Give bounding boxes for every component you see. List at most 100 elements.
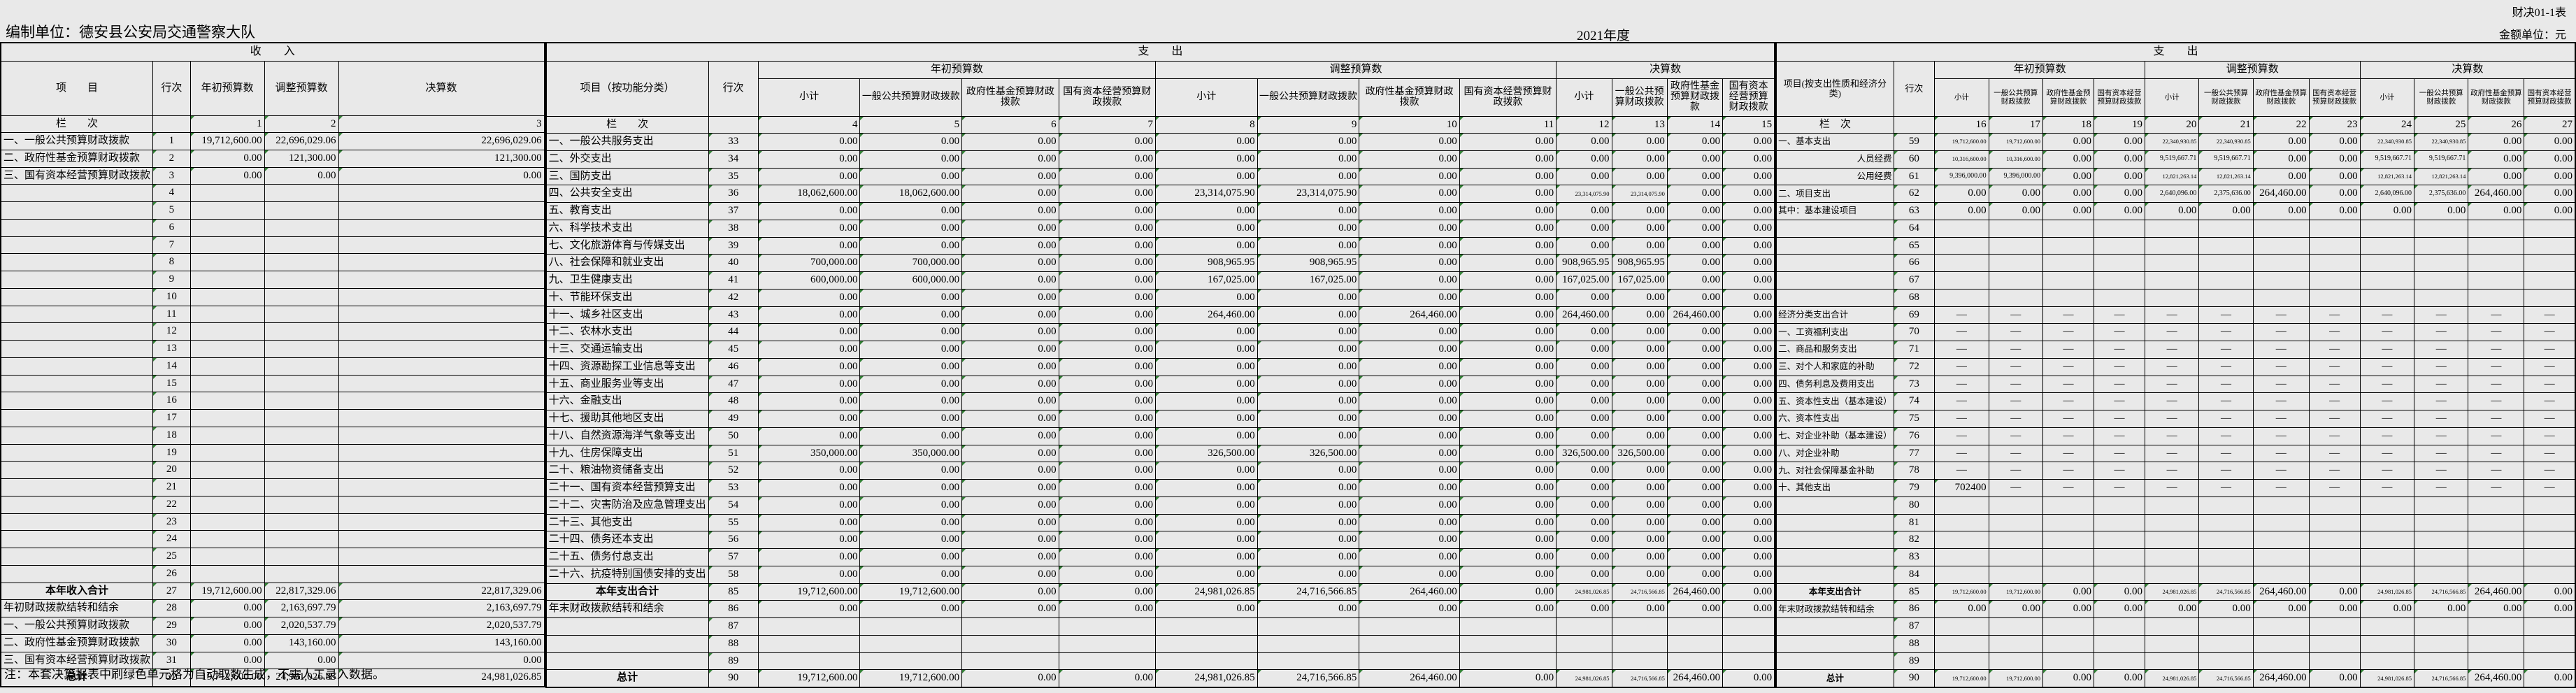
value-cell[interactable]: 0.00 (859, 202, 963, 220)
value-cell[interactable]: 0.00 (1459, 202, 1557, 220)
value-cell[interactable]: 2,020,537.79 (338, 617, 545, 635)
value-cell[interactable]: 0.00 (1611, 357, 1668, 376)
value-cell[interactable] (2468, 513, 2525, 532)
value-cell[interactable] (1934, 496, 1989, 515)
value-cell[interactable]: 0.00 (1666, 462, 1724, 480)
value-cell[interactable]: 0.00 (2042, 600, 2094, 618)
value-cell[interactable] (1988, 652, 2044, 671)
value-cell[interactable]: — (1988, 479, 2044, 497)
value-cell[interactable] (2144, 271, 2200, 290)
value-cell[interactable]: 0.00 (1359, 392, 1460, 410)
value-cell[interactable] (2308, 271, 2361, 290)
value-cell[interactable] (2198, 634, 2254, 653)
row-label[interactable]: 二十一、国有资本经营预算支出 (545, 479, 709, 497)
value-cell[interactable]: 0.00 (961, 548, 1059, 566)
value-cell[interactable]: 22,696,029.06 (338, 132, 545, 150)
value-cell[interactable]: 0.00 (1359, 496, 1460, 515)
value-cell[interactable]: 0.00 (1154, 375, 1258, 394)
value-cell[interactable]: — (2468, 444, 2525, 463)
value-cell[interactable] (2524, 288, 2576, 307)
header-subcol[interactable]: 一般公共预算财政拨款 (1257, 78, 1360, 117)
value-cell[interactable]: — (2198, 444, 2254, 463)
value-cell[interactable]: — (2414, 357, 2469, 376)
row-label[interactable]: 六、科学技术支出 (545, 219, 709, 238)
value-cell[interactable]: 0.00 (757, 306, 861, 324)
value-cell[interactable]: 0.00 (1722, 427, 1775, 445)
row-number[interactable]: 49 (708, 410, 759, 428)
value-cell[interactable] (2144, 565, 2200, 584)
value-cell[interactable]: 24,716,566.85 (1611, 669, 1668, 688)
row-number[interactable]: 1 (152, 132, 191, 150)
value-cell[interactable] (189, 287, 265, 306)
value-cell[interactable]: 0.00 (1722, 254, 1775, 272)
value-cell[interactable]: 0.00 (1666, 410, 1724, 428)
row-number[interactable]: 8 (152, 253, 191, 271)
value-cell[interactable]: — (2359, 375, 2415, 394)
value-cell[interactable]: 0.00 (1359, 167, 1460, 186)
value-cell[interactable]: — (2308, 392, 2361, 410)
value-cell[interactable]: 0.00 (1058, 306, 1156, 324)
row-label[interactable] (0, 201, 154, 220)
value-cell[interactable]: 0.00 (1154, 341, 1258, 359)
value-cell[interactable]: 24,716,566.85 (2414, 669, 2469, 688)
value-cell[interactable]: — (2042, 444, 2094, 463)
value-cell[interactable]: 0.00 (1611, 375, 1668, 394)
value-cell[interactable] (2468, 236, 2525, 255)
value-cell[interactable]: 0.00 (1556, 548, 1612, 566)
value-cell[interactable]: — (2414, 427, 2469, 445)
value-cell[interactable]: — (2093, 341, 2145, 359)
value-cell[interactable]: 0.00 (1154, 202, 1258, 220)
row-label[interactable]: 一、工资福利支出 (1775, 323, 1894, 341)
value-cell[interactable]: 0.00 (1058, 288, 1156, 307)
value-cell[interactable]: 0.00 (757, 150, 861, 169)
value-cell[interactable]: 24,981,026.85 (338, 669, 545, 687)
value-cell[interactable]: 0.00 (1556, 236, 1612, 255)
value-cell[interactable] (2144, 496, 2200, 515)
value-cell[interactable] (1154, 617, 1258, 636)
value-cell[interactable]: 0.00 (1154, 410, 1258, 428)
value-cell[interactable]: 0.00 (961, 444, 1059, 463)
value-cell[interactable]: 0.00 (961, 219, 1059, 238)
row-number[interactable]: 73 (1893, 375, 1935, 394)
row-number[interactable]: 77 (1893, 444, 1935, 463)
value-cell[interactable]: 0.00 (961, 271, 1059, 290)
value-cell[interactable] (2144, 288, 2200, 307)
value-cell[interactable]: 0.00 (859, 288, 963, 307)
value-cell[interactable]: 167,025.00 (1611, 271, 1668, 290)
value-cell[interactable] (2144, 513, 2200, 532)
row-label[interactable]: 一、一般公共预算财政拨款 (0, 617, 154, 635)
value-cell[interactable]: 19,712,600.00 (859, 583, 963, 601)
value-cell[interactable]: 0.00 (1556, 219, 1612, 238)
value-cell[interactable]: 24,716,566.85 (2198, 669, 2254, 688)
value-cell[interactable]: 0.00 (1722, 288, 1775, 307)
header-subcol[interactable]: 一般公共预算财政拨款 (2414, 78, 2469, 117)
value-cell[interactable]: 0.00 (961, 341, 1059, 359)
value-cell[interactable]: 2,640,096.00 (2144, 185, 2200, 203)
value-cell[interactable] (1556, 617, 1612, 636)
value-cell[interactable]: 0.00 (1359, 513, 1460, 532)
value-cell[interactable]: 2,020,537.79 (264, 617, 339, 635)
row-number[interactable]: 79 (1893, 479, 1935, 497)
value-cell[interactable]: — (2414, 323, 2469, 341)
row-number[interactable]: 87 (1893, 617, 1935, 636)
row-number[interactable]: 23 (152, 513, 191, 531)
lanci-column-number[interactable]: 2 (264, 115, 339, 133)
header-subcol[interactable]: 政府性基金预算财政拨款 (2042, 78, 2094, 117)
lanci-column-number[interactable]: 9 (1257, 116, 1360, 134)
row-number[interactable]: 56 (708, 531, 759, 549)
value-cell[interactable]: 264,460.00 (2252, 669, 2310, 688)
value-cell[interactable] (338, 426, 545, 445)
value-cell[interactable] (264, 322, 339, 341)
row-number[interactable]: 16 (152, 392, 191, 410)
row-label[interactable]: 其中：基本建设项目 (1775, 202, 1894, 220)
value-cell[interactable] (1058, 634, 1156, 653)
row-label[interactable]: 二十三、其他支出 (545, 513, 709, 532)
value-cell[interactable]: — (2144, 479, 2200, 497)
row-number[interactable]: 85 (708, 583, 759, 601)
row-number[interactable]: 6 (152, 218, 191, 237)
value-cell[interactable]: 0.00 (1257, 565, 1360, 584)
value-cell[interactable] (2252, 513, 2310, 532)
value-cell[interactable]: 0.00 (1359, 548, 1460, 566)
value-cell[interactable]: 0.00 (1666, 150, 1724, 169)
value-cell[interactable]: 0.00 (189, 149, 265, 168)
